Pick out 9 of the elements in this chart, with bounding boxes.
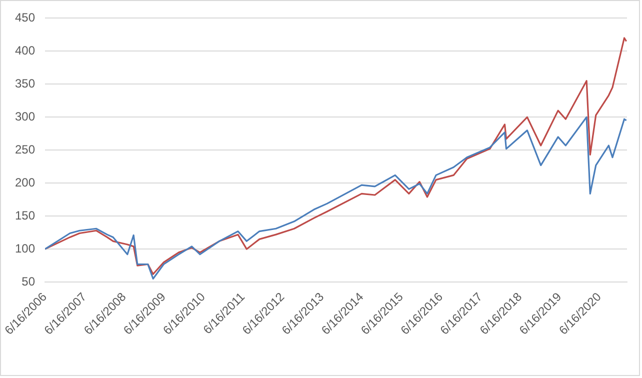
y-tick-label: 200 (14, 175, 36, 190)
y-tick-label: 100 (14, 241, 36, 256)
y-tick-label: 400 (14, 43, 36, 58)
y-tick-label: 450 (14, 10, 36, 25)
y-tick-label: 350 (14, 76, 36, 90)
y-tick-label: 250 (14, 142, 36, 156)
y-tick-label: 150 (14, 208, 36, 222)
y-tick-label: 300 (14, 109, 36, 124)
y-tick-label: 50 (22, 274, 36, 288)
